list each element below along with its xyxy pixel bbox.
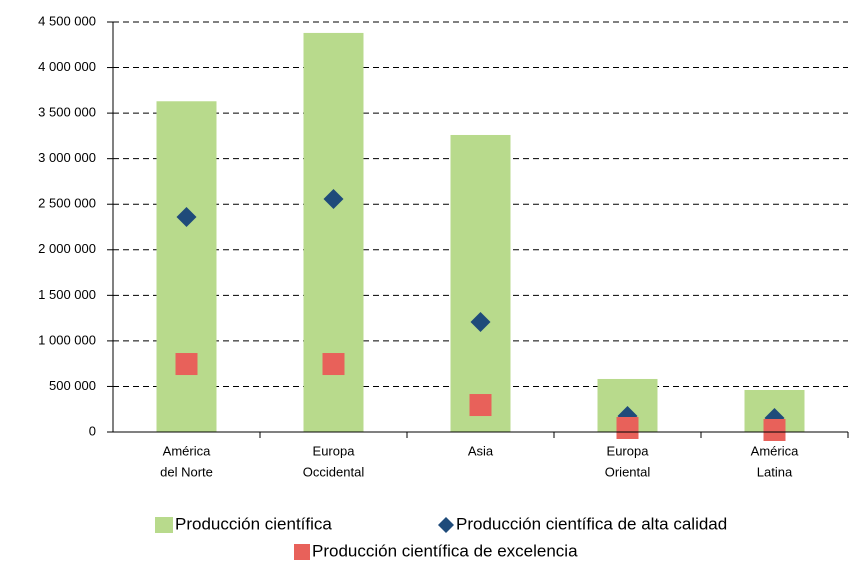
square-marker [175, 353, 198, 376]
x-tick-label: Asia [468, 443, 494, 458]
y-tick-label: 4 000 000 [38, 59, 96, 74]
y-tick-label: 3 500 000 [38, 105, 96, 120]
bar [450, 134, 511, 432]
square-marker [322, 353, 345, 376]
x-tick-label: Latina [757, 464, 793, 479]
diamond-marker [176, 206, 197, 227]
x-tick-label: Oriental [605, 464, 651, 479]
y-tick-label: 2 500 000 [38, 196, 96, 211]
legend-swatch [438, 517, 454, 533]
y-tick-label: 500 000 [49, 378, 96, 393]
x-tick-label: América [163, 443, 211, 458]
square-marker [616, 416, 639, 439]
diamond-marker [470, 312, 491, 333]
y-tick-label: 1 000 000 [38, 332, 96, 347]
x-tick-label: Europa [313, 443, 356, 458]
legend-label: Producción científica [175, 514, 332, 533]
x-tick-label: América [751, 443, 799, 458]
x-tick-label: Occidental [303, 464, 365, 479]
legend-label: Producción científica de excelencia [312, 541, 578, 560]
y-tick-label: 2 000 000 [38, 241, 96, 256]
y-tick-label: 4 500 000 [38, 13, 96, 28]
legend-label: Producción científica de alta calidad [456, 514, 727, 533]
y-tick-label: 0 [89, 423, 96, 438]
legend-swatch [155, 517, 173, 533]
legend-swatch [294, 544, 310, 560]
bar [156, 101, 217, 433]
x-tick-label: Europa [607, 443, 650, 458]
x-tick-label: del Norte [160, 464, 213, 479]
square-marker [763, 418, 786, 441]
square-marker [469, 394, 492, 417]
y-tick-label: 3 000 000 [38, 150, 96, 165]
diamond-marker [323, 189, 344, 210]
y-tick-label: 1 500 000 [38, 287, 96, 302]
